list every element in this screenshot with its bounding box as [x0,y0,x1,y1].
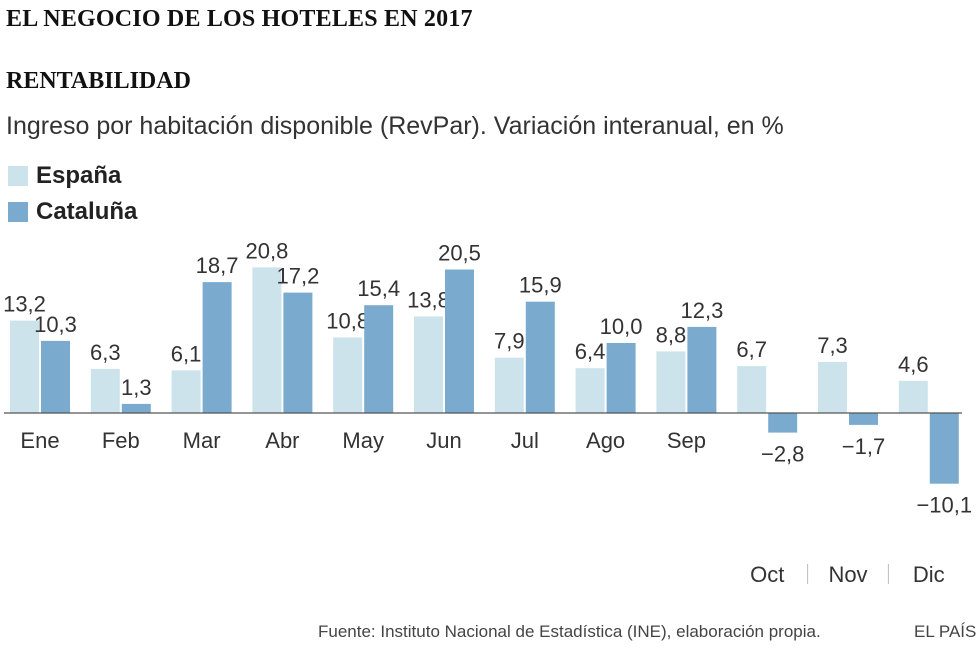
data-label-cataluna-oct: −2,8 [761,442,804,467]
bar-cataluna-nov [849,413,878,425]
data-label-cataluna-nov: −1,7 [842,434,885,459]
bar-cataluna-oct [768,413,798,433]
legend-item-espana: España [8,158,137,194]
data-label-cataluna-abr: 17,2 [276,264,319,289]
source-note: Fuente: Instituto Nacional de Estadístic… [318,622,821,641]
legend-label-espana: España [36,162,122,189]
x-tick-label-may: May [342,428,384,453]
bar-cataluna-mar [202,282,232,413]
bar-espana-sep [656,351,686,413]
data-label-espana-ago: 6,4 [575,339,606,364]
legend-label-cataluna: Cataluña [36,198,138,225]
bar-espana-may [333,337,363,413]
data-label-espana-abr: 20,8 [245,238,288,263]
x-tick-label-jul: Jul [511,428,539,453]
x-tick-label-nov: Nov [828,562,867,587]
data-label-cataluna-dic: −10,1 [916,493,972,518]
legend-item-cataluna: Cataluña [8,194,137,230]
bar-chart: 13,210,3 Ene 6,31,3 Feb 6,1 18,7 Mar 20,817,2 Ab… [3,238,972,587]
data-label-espana-dic: 4,6 [898,352,929,377]
data-label-espana-sep: 8,8 [656,322,687,347]
x-tick-label-mar: Mar [183,428,221,453]
bar-cataluna-ago [606,343,636,413]
data-label-cataluna-jul: 15,9 [519,273,562,298]
data-label-espana-feb: 6,3 [90,340,121,365]
bar-espana-ene [10,320,39,413]
bar-espana-ago [575,368,605,413]
chart-subtitle: Ingreso por habitación disponible (RevPa… [6,112,784,140]
bar-espana-abr [252,267,282,413]
data-label-cataluna-jun: 20,5 [438,241,481,266]
legend-swatch-espana [8,166,28,186]
data-label-espana-mar: 6,1 [171,341,202,366]
bar-cataluna-dic [929,413,959,484]
x-tick-label-feb: Feb [102,428,140,453]
data-label-cataluna-feb: 1,3 [121,375,152,400]
data-label-cataluna-ago: 10,0 [600,314,643,339]
x-tick-label-oct: Oct [750,562,784,587]
data-label-espana-nov: 7,3 [817,333,848,358]
bar-espana-nov [818,361,847,413]
data-label-espana-ene: 13,2 [3,292,46,317]
data-label-cataluna-may: 15,4 [357,276,400,301]
x-tick-label-jun: Jun [426,428,461,453]
data-label-espana-may: 10,8 [326,308,369,333]
bar-espana-jun [414,316,443,413]
bar-cataluna-may [364,305,394,413]
bar-espana-feb [90,368,120,413]
x-tick-label-ago: Ago [586,428,625,453]
bar-espana-jul [494,357,524,413]
section-title: RENTABILIDAD [6,68,191,94]
bar-cataluna-abr [283,292,313,413]
bar-cataluna-ene [41,340,70,413]
x-tick-label-ene: Ene [20,428,59,453]
x-tick-label-dic: Dic [913,562,945,587]
bar-cataluna-jul [525,301,555,413]
bar-espana-oct [737,366,767,413]
data-label-espana-jul: 7,9 [494,329,525,354]
bar-espana-mar [171,370,201,413]
data-label-cataluna-ene: 10,3 [34,312,77,337]
x-tick-label-sep: Sep [667,428,706,453]
data-label-espana-jun: 13,8 [407,287,450,312]
legend-swatch-cataluna [8,202,28,222]
bar-espana-dic [898,380,928,413]
legend: España Cataluña [8,158,137,230]
x-tick-label-abr: Abr [265,428,299,453]
data-label-espana-oct: 6,7 [736,337,767,362]
bar-cataluna-jun [445,269,474,413]
chart-title: EL NEGOCIO DE LOS HOTELES EN 2017 [6,6,473,32]
bar-cataluna-feb [121,403,151,413]
data-label-cataluna-mar: 18,7 [196,253,239,278]
bar-cataluna-sep [687,326,717,413]
brand-logo: EL PAÍS [914,622,977,641]
data-label-cataluna-sep: 12,3 [680,298,723,323]
